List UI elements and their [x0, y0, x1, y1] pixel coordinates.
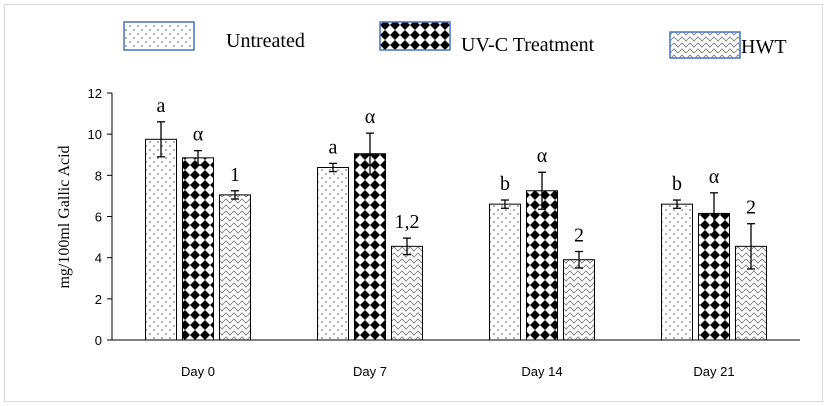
significance-label: α: [193, 124, 204, 146]
legend-label-untreated: Untreated: [226, 30, 305, 52]
legend-item-uvc: UV-C Treatment: [379, 21, 595, 56]
bar: [219, 194, 251, 341]
legend-item-untreated: Untreated: [123, 21, 305, 52]
legend-swatch-untreated: [123, 21, 195, 51]
y-axis-label: mg/100ml Gallic Acid: [56, 145, 73, 288]
significance-label: α: [709, 166, 720, 188]
legend-swatch-uvc: [379, 21, 451, 51]
significance-label: 1: [230, 164, 240, 186]
significance-label: a: [157, 95, 166, 117]
bar: [489, 203, 521, 341]
significance-label: 2: [574, 224, 584, 246]
bar: [563, 259, 595, 341]
legend-item-hwt: HWT: [669, 31, 787, 59]
y-tick-label: 2: [95, 292, 102, 307]
legend-label-hwt: HWT: [741, 36, 787, 58]
x-axis: Day 0 Day 7 Day 14 Day 21: [112, 339, 800, 379]
bar: [182, 157, 214, 341]
significance-label: b: [500, 173, 510, 195]
y-tick-label: 12: [88, 86, 102, 101]
bar: [145, 138, 177, 341]
significance-label: 2: [746, 197, 756, 219]
y-tick-label: 4: [95, 251, 102, 266]
significance-label: a: [329, 136, 338, 158]
x-tick-label: Day 21: [693, 364, 734, 379]
legend-label-uvc: UV-C Treatment: [461, 34, 595, 56]
bar: [354, 153, 386, 341]
significance-label: α: [537, 145, 548, 167]
bars: a α 1 a α 1,2 b α 2 b α 2: [145, 95, 767, 341]
y-tick-label: 0: [95, 333, 102, 348]
legend: Untreated UV-C Treatment HWT: [123, 21, 787, 59]
legend-swatch-hwt: [669, 31, 741, 59]
significance-label: 1,2: [395, 211, 420, 233]
bar: [391, 245, 423, 341]
x-tick-label: Day 0: [181, 364, 215, 379]
y-tick-label: 8: [95, 168, 102, 183]
significance-label: α: [365, 106, 376, 128]
y-tick-label: 10: [88, 127, 102, 142]
bar: [661, 203, 693, 341]
y-tick-label: 6: [95, 210, 102, 225]
x-tick-label: Day 7: [353, 364, 387, 379]
y-axis: 0 2 4 6 8 10 12: [88, 86, 113, 348]
significance-label: b: [672, 173, 682, 195]
bar: [526, 190, 558, 341]
bar: [317, 167, 349, 341]
x-tick-label: Day 14: [521, 364, 562, 379]
